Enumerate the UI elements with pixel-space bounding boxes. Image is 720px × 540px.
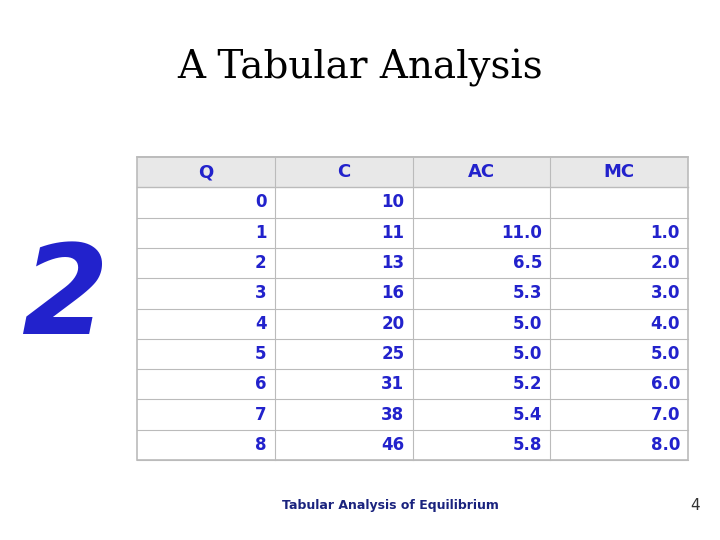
Text: 6: 6 (256, 375, 266, 393)
Text: 4: 4 (255, 315, 266, 333)
Text: 11: 11 (382, 224, 405, 242)
Text: 25: 25 (382, 345, 405, 363)
Text: 5.2: 5.2 (513, 375, 542, 393)
Text: Q: Q (198, 163, 214, 181)
Text: 4: 4 (690, 497, 700, 512)
Text: 2.0: 2.0 (650, 254, 680, 272)
Text: 38: 38 (382, 406, 405, 423)
Text: AC: AC (468, 163, 495, 181)
Text: 5.0: 5.0 (651, 345, 680, 363)
Text: 8.0: 8.0 (651, 436, 680, 454)
Text: 10: 10 (382, 193, 405, 212)
Text: 20: 20 (382, 315, 405, 333)
Text: 13: 13 (382, 254, 405, 272)
Text: 5.8: 5.8 (513, 436, 542, 454)
Text: 7.0: 7.0 (650, 406, 680, 423)
Text: A Tabular Analysis: A Tabular Analysis (177, 49, 543, 87)
Text: 5: 5 (256, 345, 266, 363)
Bar (137, 157, 688, 187)
Text: 6.5: 6.5 (513, 254, 542, 272)
Text: 5.0: 5.0 (513, 315, 542, 333)
Text: 11.0: 11.0 (501, 224, 542, 242)
Text: Tabular Analysis of Equilibrium: Tabular Analysis of Equilibrium (282, 498, 498, 511)
Text: 0: 0 (256, 193, 266, 212)
Text: 3.0: 3.0 (650, 285, 680, 302)
Text: 31: 31 (382, 375, 405, 393)
Text: 1: 1 (256, 224, 266, 242)
Bar (137, 157, 688, 460)
Text: 3: 3 (255, 285, 266, 302)
Text: MC: MC (603, 163, 635, 181)
Text: 5.4: 5.4 (513, 406, 542, 423)
Text: 8: 8 (256, 436, 266, 454)
Text: 1.0: 1.0 (651, 224, 680, 242)
Text: C: C (337, 163, 350, 181)
Text: 7: 7 (255, 406, 266, 423)
Text: 5.0: 5.0 (513, 345, 542, 363)
Text: 4.0: 4.0 (650, 315, 680, 333)
Text: 2: 2 (22, 240, 109, 361)
Text: 2: 2 (255, 254, 266, 272)
Text: 5.3: 5.3 (513, 285, 542, 302)
Text: 6.0: 6.0 (651, 375, 680, 393)
Text: 46: 46 (382, 436, 405, 454)
Text: 16: 16 (382, 285, 405, 302)
